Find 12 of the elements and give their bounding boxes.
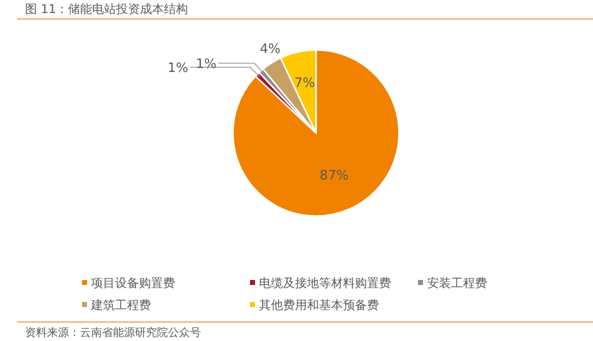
data-label: 87%	[320, 168, 349, 184]
data-label: 7%	[294, 76, 315, 91]
legend-label: 其他费用和基本预备费	[259, 298, 379, 312]
data-label: 1%	[168, 60, 188, 76]
data-label: 4%	[260, 42, 280, 58]
legend-label: 项目设备购置费	[91, 276, 175, 290]
legend-label: 建筑工程费	[90, 298, 151, 312]
data-label: 1%	[196, 56, 216, 72]
legend-label: 安装工程费	[427, 276, 487, 290]
text: 资料来源：云南省能源研究院公众号	[25, 326, 201, 339]
legend-label: 电缆及接地等材料购置费	[259, 276, 391, 290]
chart-title: 图 11：储能电站投资成本结构	[25, 2, 188, 16]
